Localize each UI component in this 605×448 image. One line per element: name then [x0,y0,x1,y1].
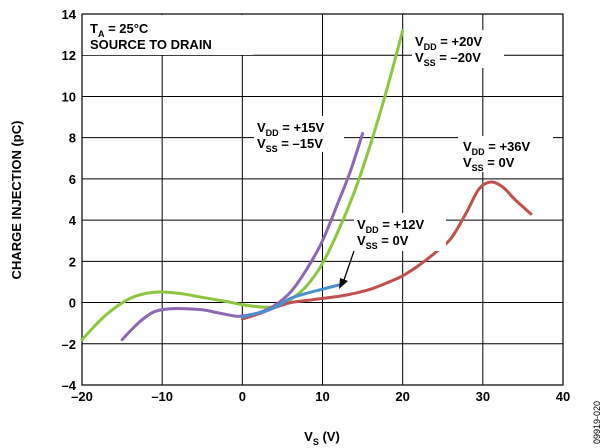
series-label-12v-vss: VSS = 0V [357,233,409,251]
x-tick-label: –20 [71,389,93,404]
series-label-12v-vdd: VDD = +12V [357,217,425,235]
y-tick-label: 12 [62,48,76,63]
x-tick-label: 30 [476,389,490,404]
label-box-12v [354,213,446,251]
label-box-36v [458,136,553,172]
x-tick-label: –10 [151,389,173,404]
series-label-15v-vdd: VDD = +15V [257,120,325,138]
label-box-15v [254,116,344,152]
y-tick-label: 14 [62,7,77,22]
x-tick-label: 0 [239,389,246,404]
series-label-36v-vdd: VDD = +36V [463,139,531,157]
y-tick-label: 6 [69,172,76,187]
x-tick-label: 20 [395,389,409,404]
x-tick-label: 40 [556,389,570,404]
series-label-20v-vdd: VDD = +20V [415,34,483,52]
series-label-15v-vss: VSS = –15V [257,136,323,154]
x-tick-label: 10 [315,389,329,404]
conditions-box [83,15,253,55]
condition-source-to-drain: SOURCE TO DRAIN [90,37,212,52]
series-line-vdd-20v [80,29,405,342]
y-tick-label: 8 [69,131,76,146]
y-tick-label: 10 [62,89,76,104]
x-axis-title: VS (V) [304,429,340,447]
y-tick-label: 4 [69,213,77,228]
series-line-vdd-36v [240,180,533,321]
y-tick-label: 2 [69,254,76,269]
pointer-arrow-line [343,250,355,281]
series-line-vdd-12v [240,283,340,319]
series-label-20v-vss: VSS = –20V [415,50,481,68]
condition-temperature: TA = 25°C [90,21,149,39]
series-label-36v-vss: VSS = 0V [463,155,515,173]
series-layer [80,29,533,342]
y-tick-label: 0 [69,296,76,311]
figure-id: 09919-020 [592,401,602,444]
pointer-arrow-head [339,278,348,289]
y-tick-label: –2 [62,337,76,352]
grid-lines [82,14,563,385]
label-box-20v [412,30,504,68]
y-axis-title: CHARGE INJECTION (pC) [9,121,24,280]
y-tick-label: –4 [62,378,77,393]
